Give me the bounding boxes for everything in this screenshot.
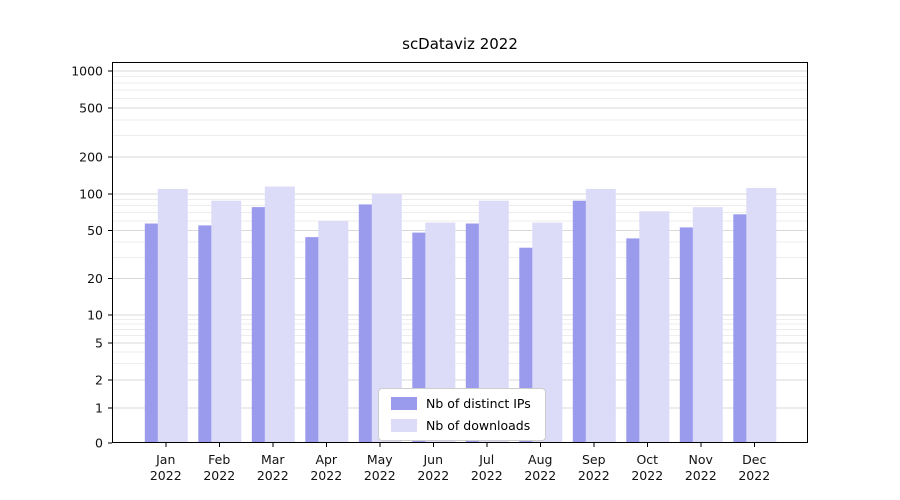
y-tick-label: 50 — [87, 223, 103, 238]
x-tick-year: 2022 — [364, 468, 396, 483]
y-tick-label: 100 — [79, 187, 103, 202]
y-tick-label: 10 — [87, 308, 103, 323]
x-tick-month: Sep — [582, 452, 606, 467]
legend-item-downloads: Nb of downloads — [391, 418, 533, 433]
bar-downloads-3 — [264, 186, 295, 443]
bar-downloads-4 — [318, 220, 349, 443]
y-tick-label: 200 — [79, 149, 103, 164]
bar-downloads-12 — [746, 187, 777, 443]
legend-label-downloads: Nb of downloads — [426, 418, 531, 433]
x-tick-year: 2022 — [203, 468, 235, 483]
x-tick-year: 2022 — [257, 468, 289, 483]
x-tick-year: 2022 — [417, 468, 449, 483]
legend-item-distinct-ips: Nb of distinct IPs — [391, 396, 533, 411]
x-tick-month: Oct — [636, 452, 658, 467]
x-tick-year: 2022 — [578, 468, 610, 483]
legend-label-distinct-ips: Nb of distinct IPs — [426, 396, 531, 411]
y-tick-label: 1000 — [71, 64, 103, 79]
x-tick-month: May — [367, 452, 393, 467]
x-tick-year: 2022 — [471, 468, 503, 483]
x-tick-year: 2022 — [738, 468, 770, 483]
x-tick-month: Dec — [742, 452, 766, 467]
x-tick-year: 2022 — [150, 468, 182, 483]
y-tick-label: 20 — [87, 271, 103, 286]
bar-downloads-10 — [639, 211, 670, 443]
x-tick-month: Aug — [528, 452, 552, 467]
chart-title: scDataviz 2022 — [402, 35, 518, 53]
x-tick-year: 2022 — [310, 468, 342, 483]
bar-downloads-1 — [157, 188, 188, 443]
x-tick-month: Feb — [208, 452, 230, 467]
x-tick-month: Nov — [689, 452, 714, 467]
legend: Nb of distinct IPs Nb of downloads — [378, 388, 546, 441]
x-tick-month: Jul — [478, 452, 494, 467]
bar-downloads-9 — [585, 188, 616, 443]
legend-swatch-downloads — [391, 419, 417, 432]
y-tick-label: 5 — [95, 335, 103, 350]
x-tick-month: Apr — [315, 452, 337, 467]
y-tick-label: 0 — [95, 436, 103, 451]
y-tick-label: 1 — [95, 401, 103, 416]
x-tick-year: 2022 — [685, 468, 717, 483]
x-tick-month: Jun — [422, 452, 443, 467]
x-tick-year: 2022 — [631, 468, 663, 483]
y-tick-label: 2 — [95, 373, 103, 388]
legend-swatch-distinct-ips — [391, 397, 417, 410]
bar-downloads-11 — [692, 207, 723, 443]
x-tick-year: 2022 — [524, 468, 556, 483]
x-tick-month: Mar — [261, 452, 285, 467]
x-tick-month: Jan — [155, 452, 175, 467]
y-tick-label: 500 — [79, 101, 103, 116]
bar-downloads-2 — [211, 200, 242, 443]
